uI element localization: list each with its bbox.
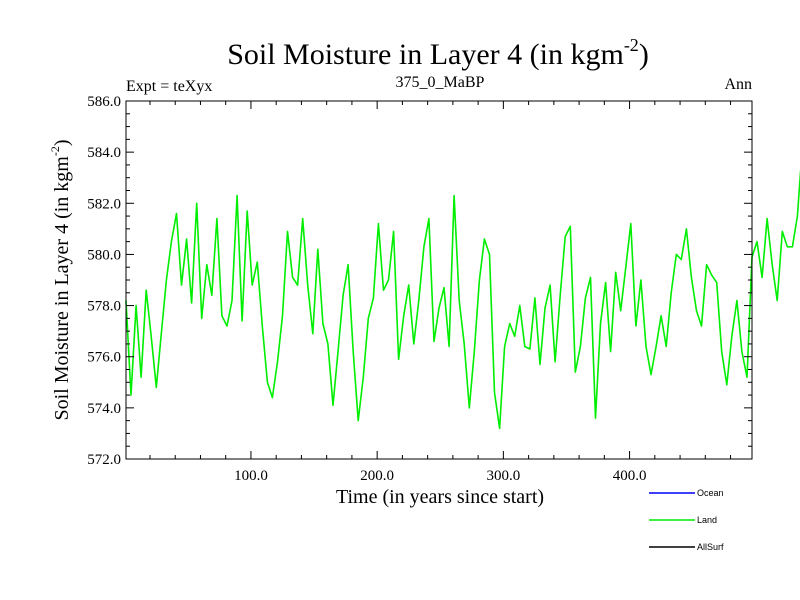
legend: Ocean Land AllSurf bbox=[649, 488, 724, 552]
plot-frame bbox=[125, 100, 753, 460]
x-tick-label: 300.0 bbox=[486, 468, 520, 484]
legend-label-land: Land bbox=[697, 515, 717, 525]
y-tick-label: 574.0 bbox=[87, 401, 121, 417]
run-label: 375_0_MaBP bbox=[396, 74, 485, 91]
experiment-label: Expt = teXyx bbox=[126, 78, 212, 95]
season-label: Ann bbox=[724, 76, 752, 93]
legend-label-ocean: Ocean bbox=[697, 488, 724, 498]
y-tick-label: 578.0 bbox=[87, 299, 121, 315]
y-tick-label: 586.0 bbox=[87, 94, 121, 110]
data-series-group bbox=[125, 168, 800, 430]
series-line-land bbox=[125, 168, 800, 430]
y-axis-label-superscript: -2 bbox=[48, 146, 62, 156]
chart-title: Soil Moisture in Layer 4 (in kgm-2) bbox=[227, 35, 649, 71]
y-tick-label: 580.0 bbox=[87, 247, 121, 263]
y-tick-label: 582.0 bbox=[87, 196, 121, 212]
chart-title-end: ) bbox=[639, 38, 649, 71]
chart-title-superscript: -2 bbox=[624, 35, 639, 55]
y-tick-label: 576.0 bbox=[87, 350, 121, 366]
x-axis: 100.0 200.0 300.0 400.0 bbox=[149, 101, 732, 484]
y-axis-label: Soil Moisture in Layer 4 (in kgm-2) bbox=[48, 139, 73, 420]
plot-area: 100.0 200.0 300.0 400.0 572.0 574.0 576.0 578.… bbox=[87, 94, 800, 484]
x-tick-label: 100.0 bbox=[234, 468, 268, 484]
y-axis-label-end: ) bbox=[51, 139, 73, 146]
y-tick-label: 572.0 bbox=[87, 452, 121, 468]
x-axis-label: Time (in years since start) bbox=[336, 486, 544, 508]
x-tick-label: 400.0 bbox=[613, 468, 647, 484]
x-tick-label: 200.0 bbox=[360, 468, 394, 484]
legend-label-allsurf: AllSurf bbox=[697, 542, 724, 552]
y-tick-label: 584.0 bbox=[87, 145, 121, 161]
y-axis: 572.0 574.0 576.0 578.0 580.0 582.0 584.0 586.0 bbox=[87, 94, 752, 468]
